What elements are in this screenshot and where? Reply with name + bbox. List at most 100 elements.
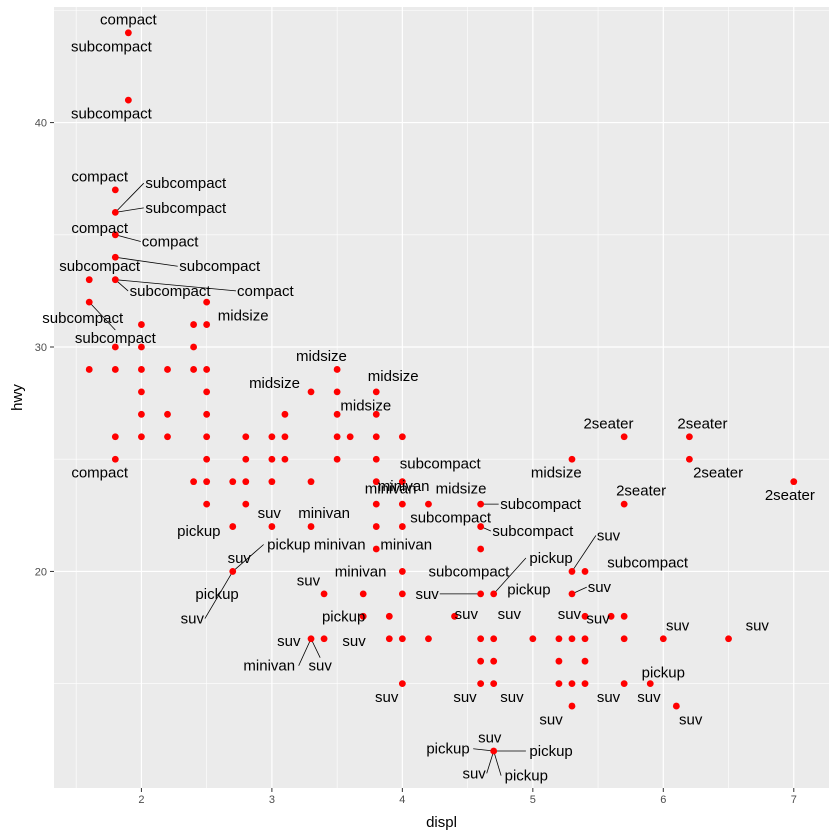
point-label: subcompact: [607, 554, 689, 571]
data-point: [568, 635, 576, 643]
data-point: [398, 568, 406, 575]
point-label: suv: [637, 689, 661, 706]
data-point: [490, 657, 498, 665]
data-point: [333, 388, 341, 396]
data-point: [333, 366, 341, 373]
data-point: [685, 433, 693, 441]
point-label: minivan: [314, 536, 366, 553]
data-point: [385, 612, 393, 620]
data-point: [111, 208, 119, 216]
data-point: [529, 635, 537, 643]
data-point: [372, 545, 380, 553]
data-point: [568, 455, 576, 463]
point-label: subcompact: [42, 310, 124, 327]
point-label: midsize: [340, 397, 391, 414]
point-label: midsize: [296, 348, 347, 365]
point-label: pickup: [505, 768, 548, 785]
point-label: suv: [462, 765, 486, 782]
data-point: [281, 410, 289, 418]
point-label: midsize: [531, 465, 582, 482]
data-point: [85, 298, 93, 306]
point-label: 2seater: [583, 415, 633, 432]
data-point: [124, 29, 132, 37]
data-point: [372, 410, 380, 418]
data-point: [242, 455, 250, 463]
data-point: [281, 433, 289, 441]
leader-line: [493, 557, 527, 595]
point-label: pickup: [322, 608, 365, 625]
data-point: [138, 388, 145, 396]
point-label: midsize: [368, 368, 419, 385]
data-point: [790, 478, 798, 486]
data-point: [164, 433, 171, 441]
data-point: [164, 366, 171, 373]
data-point: [138, 366, 145, 373]
point-label: pickup: [426, 741, 469, 758]
data-point: [359, 612, 367, 620]
x-axis-ticks: 2 3 4 5 6 7: [138, 788, 797, 806]
point-label: subcompact: [71, 38, 153, 55]
data-point: [242, 433, 250, 441]
point-label: suv: [258, 505, 282, 522]
y-tick-label: 20: [35, 566, 47, 578]
data-point: [581, 612, 589, 620]
data-point: [581, 635, 589, 643]
data-point: [620, 680, 628, 688]
data-point: [85, 366, 93, 373]
point-label: suv: [498, 606, 522, 623]
data-point: [111, 343, 119, 351]
data-point: [398, 590, 406, 598]
point-label: midsize: [218, 308, 269, 325]
point-label: suv: [453, 689, 477, 706]
x-axis-title: displ: [426, 814, 457, 831]
leader-line: [115, 256, 178, 267]
data-point: [138, 433, 145, 441]
data-point: [555, 657, 563, 665]
x-tick-label: 7: [791, 794, 797, 806]
data-point: [203, 298, 211, 306]
leader-line: [204, 571, 234, 619]
point-label: suv: [342, 633, 366, 650]
point-label: subcompact: [400, 456, 482, 473]
data-point: [138, 410, 145, 418]
data-point: [372, 433, 380, 441]
leader-line: [493, 750, 502, 776]
data-point: [620, 433, 628, 441]
point-label: suv: [375, 689, 399, 706]
y-tick-label: 40: [35, 118, 47, 130]
data-point: [138, 343, 145, 351]
data-point: [581, 568, 589, 575]
data-point: [490, 635, 498, 643]
data-point: [307, 523, 315, 530]
data-point: [203, 478, 211, 486]
data-point: [425, 500, 432, 508]
point-label: subcompact: [130, 283, 212, 300]
data-point: [242, 478, 250, 486]
data-point: [203, 455, 211, 463]
data-point: [164, 410, 171, 418]
leader-line: [115, 182, 145, 213]
data-point: [672, 702, 680, 710]
data-point: [581, 680, 589, 688]
point-label: subcompact: [75, 330, 157, 347]
leader-line: [571, 535, 597, 572]
leader-line: [115, 207, 144, 213]
data-point: [111, 231, 119, 239]
point-label: compact: [71, 168, 129, 185]
data-point: [111, 433, 119, 441]
data-point: [372, 478, 380, 486]
data-point: [111, 186, 119, 194]
point-label: subcompact: [492, 523, 574, 540]
point-label: subcompact: [410, 510, 492, 527]
point-label: minivan: [335, 563, 387, 580]
minor-gridlines: [54, 7, 829, 788]
data-point: [190, 321, 198, 328]
data-point: [203, 366, 211, 373]
leader-line: [298, 638, 312, 666]
data-point: [477, 523, 485, 530]
data-points: [85, 29, 798, 755]
data-point: [346, 433, 354, 441]
data-point: [190, 366, 198, 373]
label-leader-lines: [88, 182, 597, 776]
point-label: suv: [666, 617, 690, 634]
